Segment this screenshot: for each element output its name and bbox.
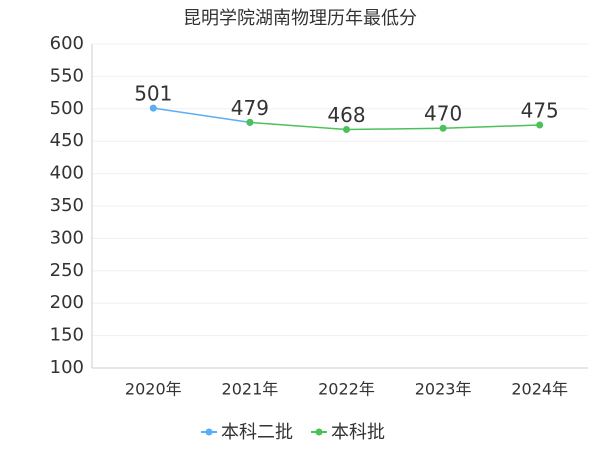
chart-title: 昆明学院湖南物理历年最低分 xyxy=(183,8,417,29)
series-line xyxy=(249,121,540,131)
x-tick-label: 2021年 xyxy=(222,380,279,399)
data-label: 479 xyxy=(231,96,269,120)
x-tick-label: 2023年 xyxy=(415,380,472,399)
y-tick-label: 200 xyxy=(50,292,84,313)
data-point xyxy=(536,121,544,129)
legend-marker xyxy=(315,428,323,436)
legend-marker xyxy=(205,428,213,436)
x-tick-label: 2020年 xyxy=(125,380,182,399)
data-label: 470 xyxy=(424,102,462,126)
data-point xyxy=(149,104,157,112)
y-tick-label: 300 xyxy=(50,227,84,248)
x-tick-label: 2024年 xyxy=(511,380,568,399)
legend-label: 本科批 xyxy=(331,422,385,443)
data-point xyxy=(343,126,350,134)
data-label: 475 xyxy=(521,99,559,123)
y-tick-label: 600 xyxy=(50,33,84,54)
y-tick-label: 100 xyxy=(50,357,84,378)
data-point xyxy=(246,118,254,126)
y-tick-label: 500 xyxy=(50,98,84,119)
y-tick-label: 450 xyxy=(50,130,84,151)
series-line xyxy=(153,107,251,124)
y-tick-label: 250 xyxy=(50,260,84,281)
y-tick-label: 550 xyxy=(50,65,84,86)
y-tick-label: 350 xyxy=(50,195,84,216)
data-point xyxy=(439,124,447,132)
data-label: 501 xyxy=(134,82,172,106)
y-tick-label: 400 xyxy=(50,163,84,184)
x-tick-label: 2022年 xyxy=(318,380,375,399)
legend-label: 本科二批 xyxy=(221,422,293,443)
y-tick-label: 150 xyxy=(50,325,84,346)
data-label: 468 xyxy=(327,103,365,127)
